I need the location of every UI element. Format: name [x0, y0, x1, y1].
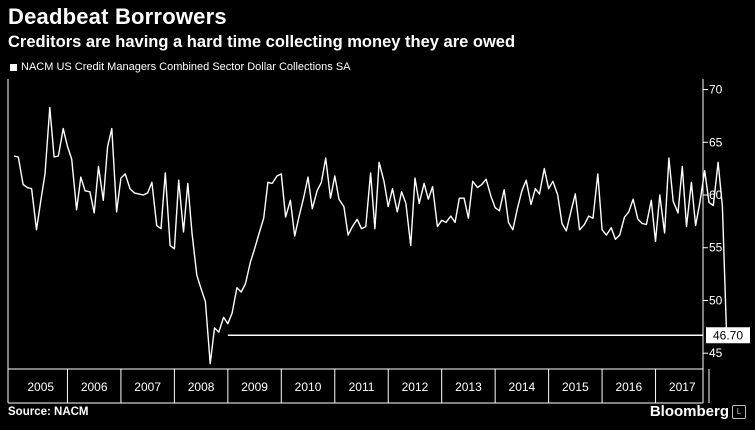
- x-tick-label: 2011: [349, 380, 375, 394]
- x-tick-label: 2012: [402, 380, 429, 394]
- chart-title: Deadbeat Borrowers: [8, 4, 227, 29]
- y-tick-label: 50: [709, 293, 723, 307]
- x-tick-label: 2014: [509, 380, 536, 394]
- x-tick-label: 2008: [188, 380, 215, 394]
- chart-legend: NACM US Credit Managers Combined Sector …: [10, 61, 351, 73]
- x-tick-label: 2009: [241, 380, 268, 394]
- x-tick-label: 2005: [27, 380, 54, 394]
- y-tick-label: 60: [709, 188, 723, 202]
- source-note: Source: NACM: [8, 406, 89, 418]
- y-tick-label: 70: [709, 83, 723, 97]
- x-tick-label: 2013: [455, 380, 482, 394]
- x-tick-label: 2016: [615, 380, 642, 394]
- brand-mark-icon: L: [732, 405, 746, 419]
- series-line: [13, 106, 728, 365]
- y-tick-label: 65: [709, 135, 723, 149]
- y-tick-label: 55: [709, 241, 723, 255]
- legend-label: NACM US Credit Managers Combined Sector …: [21, 61, 351, 73]
- legend-swatch: [10, 63, 17, 71]
- brand-logo: Bloomberg: [649, 403, 729, 420]
- last-value-label: 46.70: [713, 328, 743, 342]
- x-tick-label: 2010: [295, 380, 322, 394]
- x-tick-label: 2006: [81, 380, 108, 394]
- x-tick-label: 2015: [562, 380, 589, 394]
- chart-subtitle: Creditors are having a hard time collect…: [8, 33, 516, 51]
- x-tick-label: 2007: [134, 380, 161, 394]
- last-value-badge: [706, 327, 750, 344]
- y-tick-label: 45: [709, 346, 723, 360]
- x-tick-label: 2017: [669, 380, 696, 394]
